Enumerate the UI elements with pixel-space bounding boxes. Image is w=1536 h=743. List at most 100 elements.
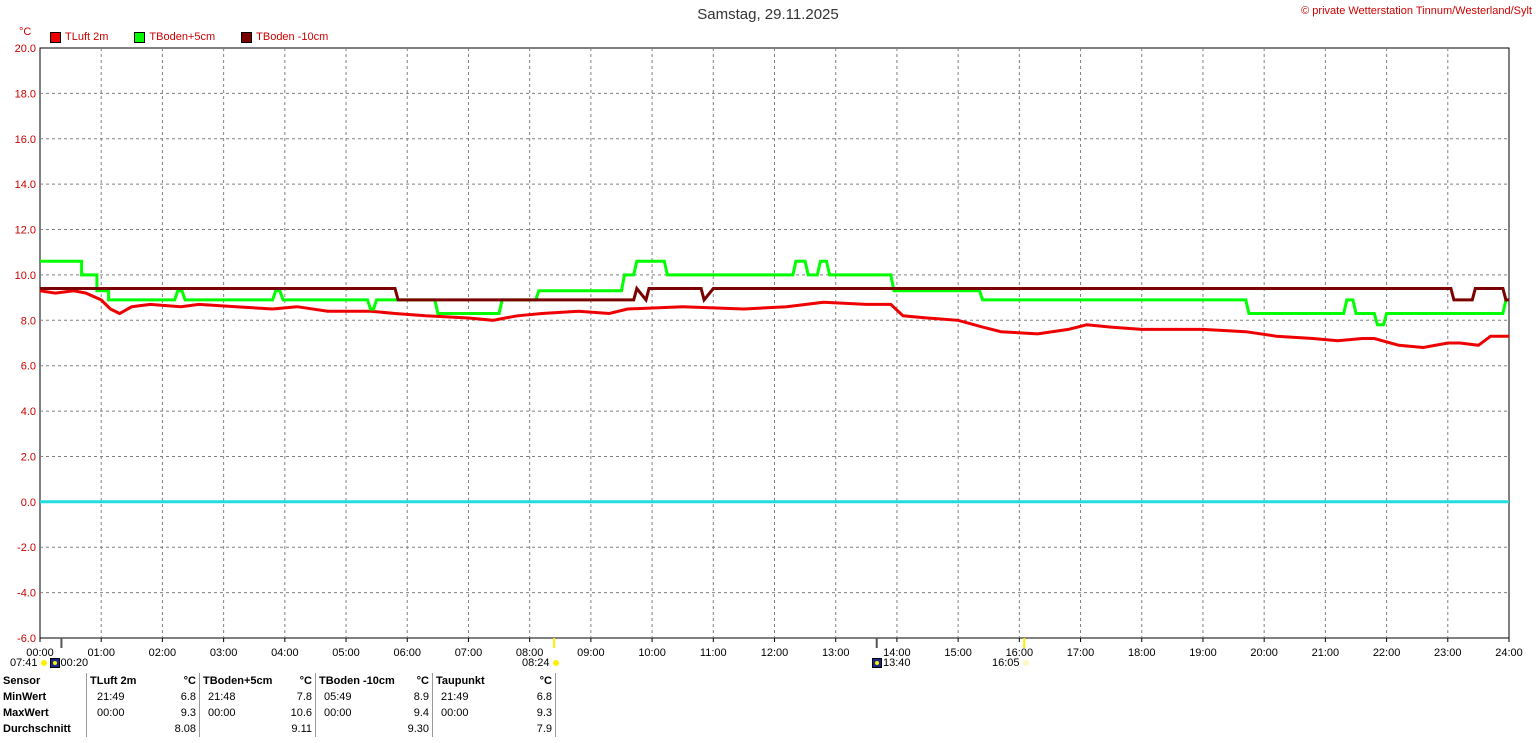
x-tick-label: 14:00: [883, 647, 911, 659]
legend-label-tboden10: TBoden -10cm: [256, 31, 329, 43]
avg-taupunkt-val: 7.9: [509, 721, 556, 737]
hdr-taupunkt: Taupunkt: [432, 673, 509, 689]
y-tick-label: 8.0: [21, 315, 36, 327]
legend-item-tboden10: TBoden -10cm: [241, 31, 328, 43]
chart-title: Samstag, 29.11.2025: [697, 6, 839, 23]
astro-sunset: 16:05: [992, 657, 1032, 669]
min-tluft-val: 6.8: [180, 691, 196, 703]
avg-tboden5-time: [199, 721, 281, 737]
max-tboden10-val: 9.4: [413, 707, 429, 719]
x-tick-label: 15:00: [944, 647, 972, 659]
y-tick-label: 16.0: [15, 134, 36, 146]
sunset-icon: [1022, 660, 1029, 666]
min-label: MinWert: [3, 691, 47, 703]
x-tick-label: 10:00: [638, 647, 666, 659]
x-tick-label: 01:00: [87, 647, 115, 659]
avg-tboden10-time: [315, 721, 402, 737]
moonrise-time: 07:41: [10, 657, 38, 669]
y-tick-label: 4.0: [21, 406, 36, 418]
stats-table: Sensor TLuft 2m °C TBoden+5cm °C TBoden …: [0, 673, 556, 737]
stats-row-min: MinWert 21:49 6.8 21:48 7.8 05:49 8.9 21…: [0, 689, 556, 705]
y-tick-label: 18.0: [15, 88, 36, 100]
sun-icon: [40, 660, 47, 666]
y-tick-label: -4.0: [17, 588, 36, 600]
moonset-icon: [872, 658, 882, 668]
max-tluft-time: 00:00: [86, 705, 153, 721]
x-tick-label: 04:00: [271, 647, 299, 659]
y-tick-label: 12.0: [15, 225, 36, 237]
series-line-tboden-5cm: [40, 259, 1509, 327]
x-tick-label: 02:00: [149, 647, 177, 659]
legend-item-tluft: TLuft 2m: [50, 31, 108, 43]
astro-moonset: 13:40: [872, 657, 911, 669]
legend-label-tluft: TLuft 2m: [65, 31, 109, 43]
moonset-time: 13:40: [883, 657, 911, 669]
max-tboden10-time: 00:00: [315, 705, 402, 721]
y-tick-label: 10.0: [15, 270, 36, 282]
x-tick-label: 17:00: [1067, 647, 1095, 659]
y-tick-label: 14.0: [15, 179, 36, 191]
x-tick-label: 07:00: [455, 647, 483, 659]
x-tick-label: 11:00: [700, 647, 727, 659]
min-tboden5-time: 21:48: [199, 689, 281, 705]
min-taupunkt-time: 21:49: [432, 689, 509, 705]
series-line-tluft-2m: [39, 289, 1509, 350]
hdr-tboden10: TBoden -10cm: [315, 673, 402, 689]
max-taupunkt-time: 00:00: [432, 705, 509, 721]
y-tick-label: 6.0: [21, 361, 36, 373]
sunrise-time: 08:24: [522, 657, 550, 669]
y-tick-label: 20.0: [15, 43, 36, 55]
min-tboden10-time: 05:49: [315, 689, 402, 705]
x-tick-label: 06:00: [393, 647, 421, 659]
moon-icon: [49, 658, 60, 668]
temperature-chart: -6.0 -4.0 -2.0 0.0 2.0 4.0 6.0 8.0 10.0 12.0 14.0 1…: [15, 43, 1523, 659]
y-tick-label: -6.0: [17, 633, 36, 645]
max-tboden5-val: 10.6: [290, 707, 312, 719]
x-tick-label: 05:00: [332, 647, 360, 659]
astro-left: 07:41 00:20: [10, 657, 88, 669]
hdr-tluft: TLuft 2m: [86, 673, 153, 689]
legend-swatch-tboden10: [241, 31, 253, 43]
avg-tboden10-val: 9.30: [407, 723, 429, 735]
x-tick-label: 19:00: [1189, 647, 1217, 659]
x-tick-label: 23:00: [1434, 647, 1462, 659]
legend-item-tboden5: TBoden+5cm: [134, 31, 215, 43]
avg-label: Durchschnitt: [3, 723, 71, 735]
max-label: MaxWert: [3, 707, 49, 719]
max-tluft-val: 9.3: [180, 707, 196, 719]
y-tick-label: 2.0: [21, 451, 36, 463]
min-tluft-time: 21:49: [86, 689, 153, 705]
sunset-time: 16:05: [992, 657, 1020, 669]
avg-tluft-time: [86, 721, 153, 737]
avg-taupunkt-time: [432, 721, 509, 737]
x-tick-label: 00:00: [26, 647, 54, 659]
x-tick-label: 21:00: [1312, 647, 1340, 659]
min-taupunkt-val: 6.8: [509, 689, 556, 705]
stats-header-row: Sensor TLuft 2m °C TBoden+5cm °C TBoden …: [0, 673, 556, 689]
hdr-tboden5-unit: °C: [299, 675, 312, 687]
x-tick-label: 08:00: [516, 647, 544, 659]
copyright-note: © private Wetterstation Tinnum/Westerlan…: [1301, 5, 1532, 17]
x-tick-label: 18:00: [1128, 647, 1156, 659]
hdr-tboden5: TBoden+5cm: [199, 673, 281, 689]
min-tboden10-val: 8.9: [413, 691, 429, 703]
hdr-tboden10-unit: °C: [416, 675, 429, 687]
x-tick-label: 12:00: [761, 647, 789, 659]
hdr-taupunkt-unit: °C: [509, 673, 556, 689]
x-tick-label: 20:00: [1250, 647, 1278, 659]
astro-sunrise: 08:24: [522, 657, 562, 669]
y-unit-label: °C: [19, 26, 32, 38]
y-tick-label: 0.0: [21, 497, 36, 509]
x-tick-label: 16:00: [1006, 647, 1034, 659]
x-tick-label: 03:00: [210, 647, 238, 659]
legend-swatch-tboden5: [134, 31, 146, 43]
legend-swatch-tluft: [50, 31, 61, 43]
hdr-tluft-unit: °C: [183, 675, 196, 687]
sunrise-icon: [552, 660, 559, 666]
avg-tluft-val: 8.08: [174, 723, 196, 735]
min-tboden5-val: 7.8: [296, 691, 312, 703]
stats-row-max: MaxWert 00:00 9.3 00:00 10.6 00:00 9.4 0…: [0, 705, 556, 721]
hdr-sensor: Sensor: [3, 675, 41, 687]
x-tick-label: 22:00: [1373, 647, 1401, 659]
legend-label-tboden5: TBoden+5cm: [149, 31, 216, 43]
